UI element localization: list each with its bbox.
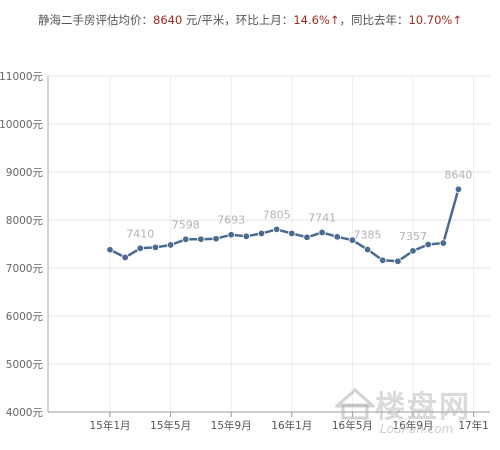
x-tick-label: 15年5月: [150, 419, 191, 432]
chart-header: 静海二手房评估均价：8640 元/平米，环比上月：14.6%↑，同比去年：10.…: [0, 12, 500, 28]
data-point: [136, 244, 144, 253]
data-label: 7357: [399, 230, 427, 243]
y-tick-label: 4000元: [6, 407, 44, 419]
series-line: [109, 188, 460, 263]
y-tick-label: 5000元: [6, 359, 44, 371]
data-point: [197, 235, 205, 243]
data-point: [212, 235, 220, 243]
x-tick-label: 16年5月: [332, 419, 373, 432]
data-point: [454, 185, 463, 193]
data-point: [318, 228, 326, 237]
data-point: [288, 229, 296, 238]
data-point: [379, 256, 387, 265]
header-yoy-label: ，同比去年：: [339, 13, 409, 27]
data-point: [348, 236, 357, 244]
data-point: [363, 245, 372, 254]
data-label: 7385: [354, 229, 382, 242]
x-tick-label: 17年1: [458, 419, 489, 432]
data-point: [409, 247, 417, 255]
data-point: [272, 225, 281, 234]
data-point: [121, 253, 129, 262]
data-label: 8640: [444, 168, 472, 181]
data-point: [439, 239, 447, 247]
month-on-month-value: 14.6%↑: [293, 13, 340, 27]
data-point: [242, 232, 251, 241]
year-on-year-value: 10.70%↑: [408, 13, 462, 27]
y-tick-label: 11000元: [0, 71, 43, 83]
data-label: 7598: [172, 218, 200, 231]
y-tick-label: 8000元: [6, 215, 44, 227]
y-tick-label: 10000元: [0, 119, 43, 131]
data-point: [151, 243, 160, 252]
x-tick-label: 15年1月: [89, 419, 130, 432]
x-tick-label: 16年1月: [271, 419, 312, 432]
y-tick-label: 9000元: [6, 167, 44, 179]
data-point: [303, 233, 311, 241]
header-prefix: 静海二手房评估均价：: [38, 13, 153, 27]
data-point: [257, 229, 266, 238]
data-point: [227, 231, 235, 239]
y-tick-label: 6000元: [6, 311, 44, 323]
header-price-unit: 元/平米，环比上月：: [182, 13, 294, 27]
data-point: [333, 233, 341, 241]
data-point: [106, 246, 114, 254]
x-tick-label: 16年9月: [392, 419, 433, 432]
data-point: [166, 241, 175, 249]
y-tick-label: 7000元: [6, 263, 44, 275]
average-price-value: 8640: [153, 13, 183, 27]
data-point: [424, 240, 432, 249]
data-label: 7805: [263, 208, 291, 221]
data-point: [182, 235, 190, 243]
x-tick-label: 15年9月: [211, 419, 252, 432]
data-point: [394, 257, 402, 265]
data-label: 7693: [217, 214, 245, 227]
data-label: 7741: [308, 211, 336, 224]
data-label: 7410: [126, 227, 154, 240]
